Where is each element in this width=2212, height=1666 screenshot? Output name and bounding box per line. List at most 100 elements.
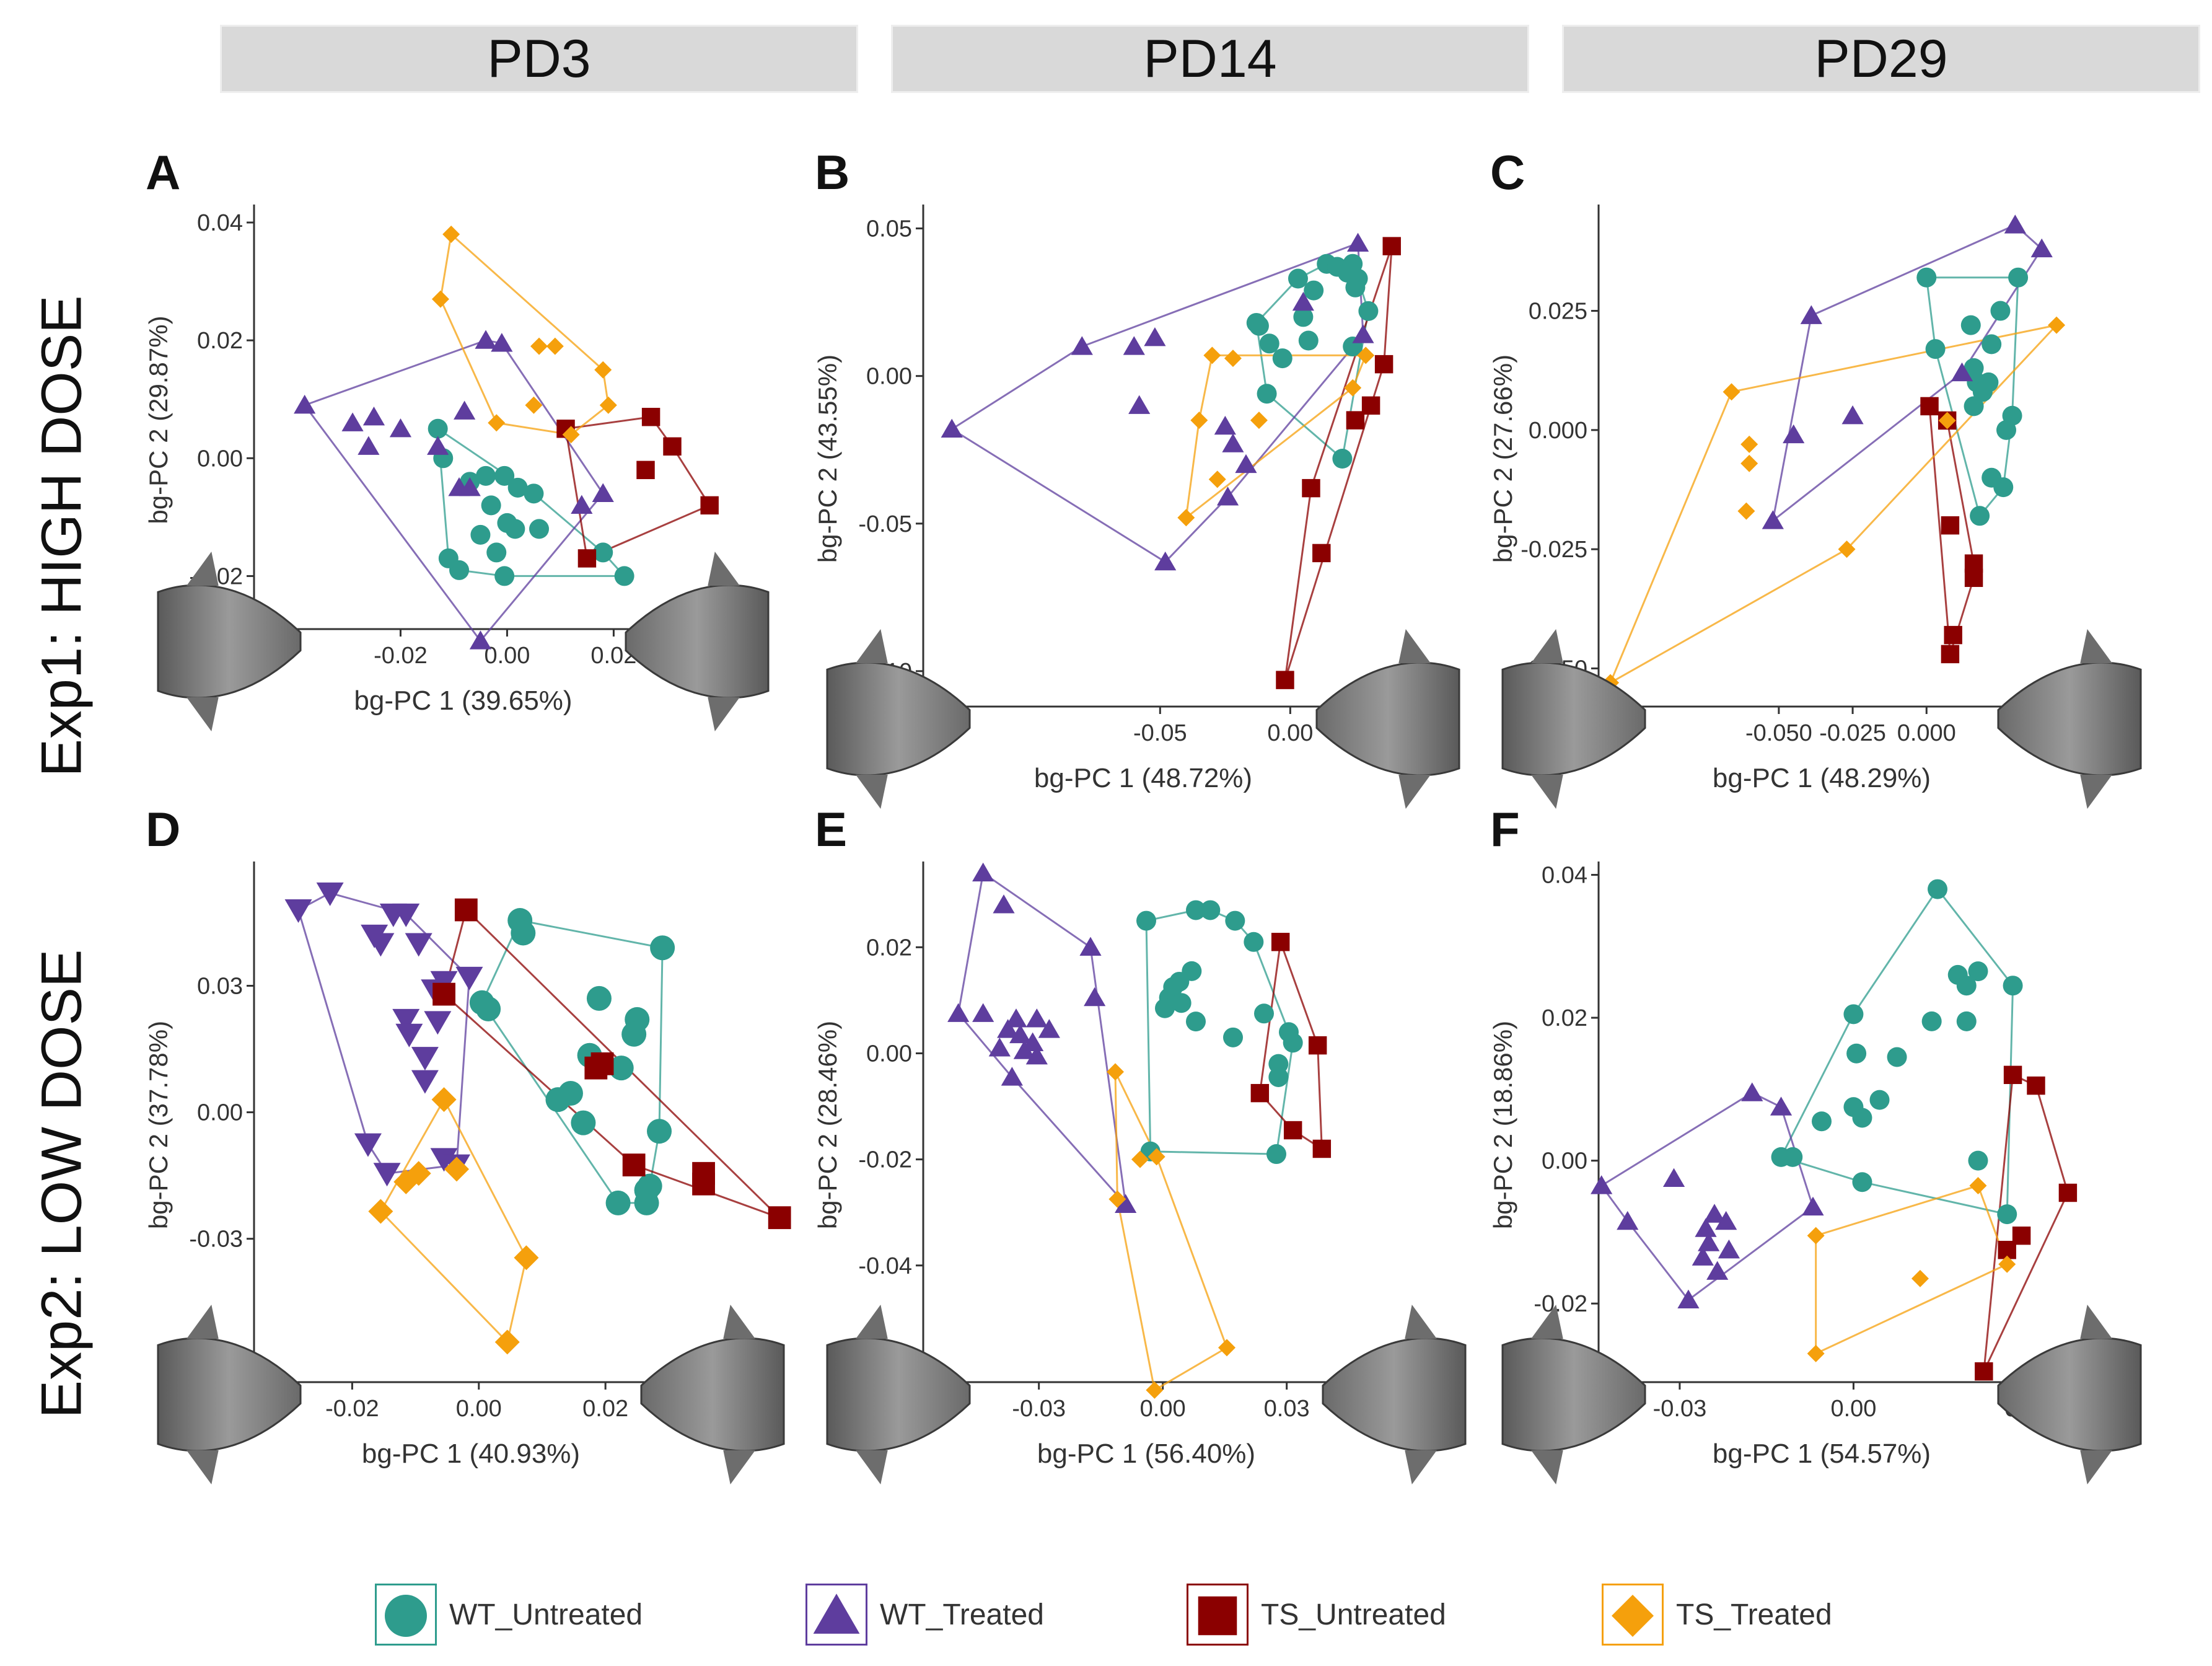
y-tick-label: 0.00	[197, 446, 243, 472]
point-wt-treated	[1216, 487, 1239, 506]
point-ts-treated	[1218, 1339, 1235, 1357]
point-ts-treated	[1911, 1269, 1929, 1287]
hull-ts-untreated	[564, 416, 711, 560]
square-icon	[1198, 1596, 1237, 1636]
point-wt-untreated	[470, 524, 491, 545]
y-axis-title: bg-PC 2 (28.46%)	[813, 1021, 842, 1229]
point-wt-treated	[1695, 1218, 1717, 1237]
point-ts-untreated	[1302, 478, 1320, 498]
point-wt-untreated	[571, 1110, 596, 1135]
skull-image-right	[1997, 629, 2142, 809]
legend-label-ts-untreated: TS_Untreated	[1261, 1598, 1446, 1631]
point-ts-treated	[1250, 412, 1268, 430]
point-wt-treated	[1144, 327, 1166, 346]
point-wt-untreated	[1272, 348, 1293, 369]
point-wt-untreated	[1990, 301, 2011, 321]
point-wt-treated	[1005, 1008, 1027, 1028]
point-wt-treated	[1677, 1289, 1700, 1309]
x-tick-label: 0.00	[1267, 720, 1313, 746]
point-ts-treated	[393, 1169, 419, 1194]
point-wt-treated	[972, 862, 994, 882]
point-wt-treated	[1025, 1045, 1048, 1065]
point-ts-untreated	[1941, 516, 1960, 535]
point-ts-treated	[525, 396, 543, 414]
point-ts-treated	[1177, 509, 1195, 527]
point-wt-untreated	[614, 566, 634, 586]
point-ts-treated	[1107, 1063, 1124, 1081]
point-ts-treated	[1740, 435, 1758, 453]
point-ts-treated	[530, 337, 548, 355]
skull-image-right	[625, 552, 770, 731]
point-wt-treated	[395, 1023, 423, 1047]
legend-item-wt-treated: WT_Treated	[805, 1580, 1044, 1649]
point-wt-untreated	[1843, 1097, 1864, 1117]
x-axis-title: bg-PC 1 (40.93%)	[362, 1439, 580, 1469]
legend: WT_Untreated	[375, 1580, 643, 1649]
point-wt-untreated	[481, 495, 501, 516]
point-wt-treated	[405, 933, 432, 957]
point-ts-treated	[599, 396, 617, 414]
point-wt-treated	[341, 412, 364, 431]
point-wt-untreated	[586, 985, 612, 1011]
point-ts-treated	[444, 1157, 470, 1182]
point-wt-untreated	[1293, 307, 1314, 327]
point-wt-treated	[392, 903, 420, 927]
point-ts-treated	[1807, 1344, 1825, 1362]
point-ts-treated	[1807, 1227, 1825, 1245]
point-ts-treated	[431, 290, 449, 308]
point-wt-treated	[1009, 1024, 1032, 1044]
legend-marker	[813, 1593, 860, 1634]
panel-e: E0.020.00-0.02-0.04-0.06-0.030.000.03bg-…	[813, 802, 1467, 1484]
x-tick-label: -0.02	[325, 1396, 379, 1422]
point-wt-treated	[455, 966, 483, 990]
point-wt-untreated	[1982, 334, 2002, 355]
point-wt-untreated	[2002, 405, 2022, 426]
x-tick-label: -0.05	[1133, 720, 1187, 746]
point-wt-treated	[284, 899, 312, 923]
point-wt-untreated	[1136, 910, 1156, 931]
point-wt-treated	[1698, 1232, 1720, 1251]
point-wt-untreated	[1186, 1011, 1206, 1032]
point-wt-untreated	[1259, 333, 1279, 354]
point-wt-treated	[1662, 1168, 1685, 1188]
point-wt-treated	[411, 1047, 439, 1071]
point-wt-treated	[1025, 1008, 1048, 1028]
y-tick-label: 0.00	[197, 1100, 243, 1126]
hull-wt-treated	[957, 871, 1127, 1208]
x-axis-title: bg-PC 1 (48.29%)	[1713, 763, 1931, 793]
point-ts-treated	[1148, 1148, 1165, 1166]
hull-wt-treated	[303, 339, 605, 643]
point-wt-treated	[1001, 1067, 1023, 1086]
point-ts-treated	[442, 226, 460, 244]
point-wt-treated	[1128, 395, 1151, 414]
point-wt-untreated	[1978, 372, 1999, 392]
point-ts-untreated	[1250, 1083, 1270, 1103]
point-wt-treated	[1951, 362, 1973, 382]
column-header-pd29: PD29	[1562, 25, 2200, 93]
skull-image-left	[826, 1305, 971, 1484]
point-ts-untreated	[1920, 397, 1939, 416]
point-wt-treated	[1214, 415, 1236, 435]
point-wt-treated	[316, 882, 344, 906]
x-tick-label: -0.050	[1745, 720, 1812, 746]
point-wt-untreated	[1254, 1003, 1274, 1024]
point-wt-untreated	[505, 519, 525, 539]
x-tick-label: 0.00	[456, 1396, 502, 1422]
point-wt-treated	[1022, 1032, 1044, 1051]
point-wt-treated	[1783, 424, 1805, 444]
point-wt-treated	[1222, 433, 1244, 452]
point-wt-untreated	[1925, 339, 1946, 359]
panel-letter: E	[815, 802, 847, 857]
point-ts-treated	[1740, 454, 1758, 472]
point-ts-treated	[1203, 346, 1221, 364]
point-wt-treated	[1800, 305, 1822, 324]
point-wt-untreated	[1345, 277, 1366, 298]
point-wt-treated	[1038, 1019, 1060, 1038]
y-tick-label: 0.02	[1542, 1005, 1587, 1031]
panel-letter: B	[815, 145, 849, 200]
point-wt-untreated	[1200, 900, 1221, 920]
point-ts-treated	[1723, 383, 1740, 401]
point-wt-untreated	[1993, 477, 2014, 498]
hull-wt-treated	[1600, 1091, 1814, 1302]
